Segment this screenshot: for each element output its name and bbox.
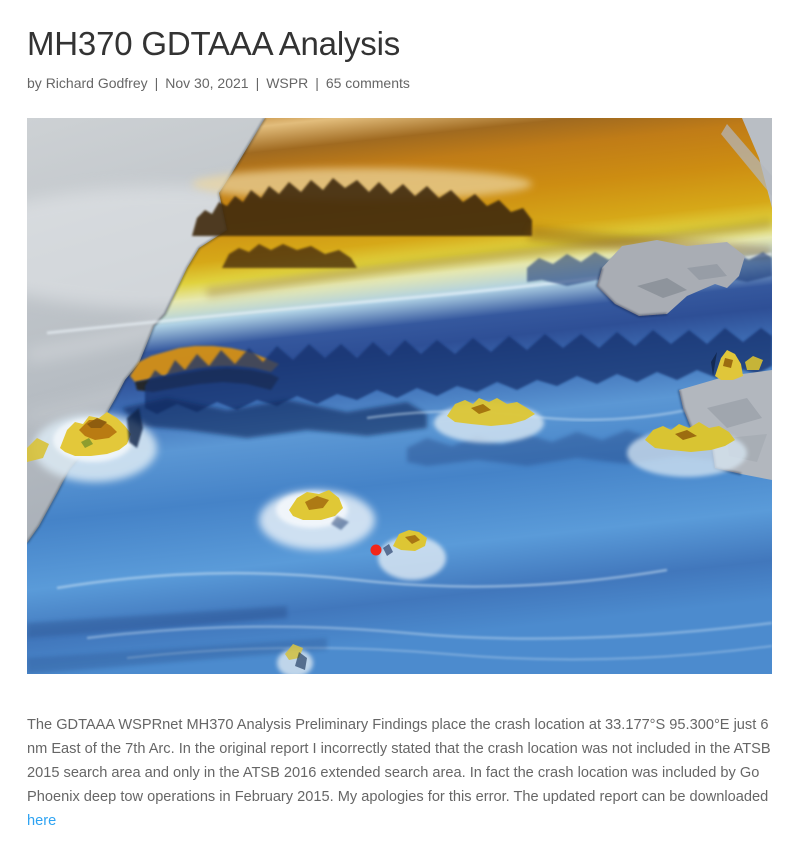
byline-prefix: by: [27, 74, 46, 91]
gray-data-hole: [595, 240, 745, 318]
author-link[interactable]: Richard Godfrey: [45, 74, 148, 91]
comments-link[interactable]: 65 comments: [325, 74, 410, 91]
gray-top-right-sliver: [721, 118, 772, 209]
byline-separator: |: [255, 74, 260, 91]
post-article: MH370 GDTAAA Analysis by Richard Godfrey…: [0, 25, 799, 833]
post-paragraph: The GDTAAA WSPRnet MH370 Analysis Prelim…: [27, 713, 772, 833]
download-report-link[interactable]: here: [27, 813, 57, 830]
white-ridge-highlights: [27, 409, 772, 675]
featured-image-bathymetry: [27, 118, 772, 675]
post-meta: by Richard Godfrey | Nov 30, 2021 | WSPR | 65 …: [27, 74, 772, 94]
crash-location-marker: [370, 544, 382, 556]
bathymetry-rendering: [27, 118, 772, 675]
seamounts: [27, 350, 763, 675]
byline-separator: |: [154, 74, 159, 91]
post-title: MH370 GDTAAA Analysis: [27, 25, 400, 62]
category-link[interactable]: WSPR: [266, 74, 309, 91]
post-date: Nov 30, 2021: [165, 74, 249, 91]
byline-separator: |: [315, 74, 319, 91]
paragraph-text: The GDTAAA WSPRnet MH370 Analysis Prelim…: [27, 717, 771, 806]
